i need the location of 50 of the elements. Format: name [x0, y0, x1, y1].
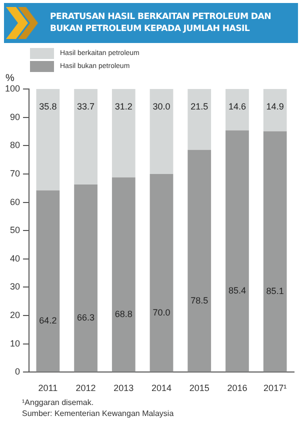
bar	[150, 89, 174, 174]
y-tick-label: 30	[10, 282, 20, 292]
data-label: 85.1	[266, 286, 284, 296]
x-tick-label: 2015	[189, 383, 210, 394]
y-tick-label: 40	[10, 253, 20, 264]
y-tick-label: 90	[10, 112, 20, 122]
x-tick-label: 2012	[76, 383, 96, 394]
y-axis-title: %	[6, 72, 15, 84]
data-label: 14.6	[228, 101, 246, 112]
bar	[263, 131, 287, 372]
data-label: 35.8	[39, 101, 57, 112]
bar	[226, 89, 249, 130]
data-label: 78.5	[190, 295, 208, 306]
y-tick-label: 0	[15, 366, 20, 377]
data-label: 70.0	[152, 307, 170, 318]
data-label: 68.8	[114, 309, 132, 320]
data-label: 85.4	[228, 286, 246, 296]
bar	[188, 89, 212, 150]
bar	[74, 184, 98, 372]
bar	[112, 177, 136, 372]
x-tick-label: 2014	[151, 383, 172, 394]
y-tick-label: 100	[4, 83, 20, 94]
data-label: 31.2	[114, 101, 132, 112]
bar	[150, 174, 174, 372]
bar	[36, 190, 60, 372]
y-tick-label: 70	[10, 168, 20, 178]
text: Sumber: Kementerian Kewangan Malaysia	[22, 408, 175, 419]
chart-title: PERATUSAN HASIL BERKAITAN PETROLEUM DAN BUKAN PETROLEUM KEPADA JUMLAH HASIL	[50, 11, 272, 35]
x-tick-label: 2017¹	[264, 383, 287, 394]
x-tick-label: 2016	[227, 383, 248, 394]
data-label: 14.9	[266, 101, 284, 112]
y-tick-label: 20	[10, 310, 20, 320]
bar	[112, 89, 136, 178]
bar	[263, 89, 287, 132]
text: ¹Anggaran disemak.	[22, 397, 95, 408]
data-label: 66.3	[77, 312, 95, 323]
data-label: 21.5	[190, 101, 208, 112]
bar	[36, 89, 60, 190]
data-label: 30.0	[152, 101, 170, 112]
data-label: 33.7	[77, 101, 95, 112]
bar	[188, 150, 212, 372]
x-tick-label: 2011	[38, 383, 58, 394]
y-tick-label: 80	[10, 140, 20, 150]
data-label: 64.2	[39, 316, 57, 326]
x-tick-label: 2013	[114, 383, 134, 394]
y-tick-label: 10	[10, 338, 20, 348]
bar	[74, 89, 98, 184]
y-tick-label: 50	[10, 225, 20, 236]
bar	[226, 130, 249, 372]
y-tick-label: 60	[10, 196, 20, 207]
